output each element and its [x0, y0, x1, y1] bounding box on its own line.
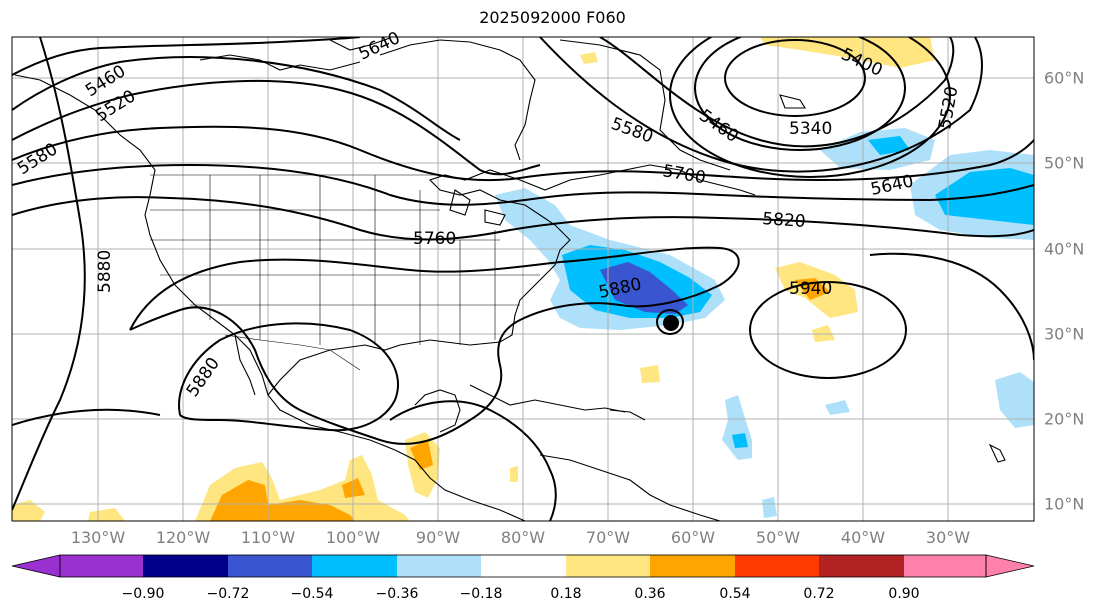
positive-anomaly-area	[640, 365, 660, 383]
negative-anomaly-area	[868, 136, 910, 155]
colorbar-tick-label: −0.72	[206, 586, 250, 602]
longitude-label: 50°W	[755, 528, 801, 547]
positive-anomaly-area	[410, 440, 433, 470]
colorbar-bin	[481, 555, 566, 577]
graticule	[12, 37, 1034, 521]
latitude-label: 20°N	[1044, 409, 1085, 429]
colorbar-bin	[228, 555, 312, 577]
coastlines	[14, 37, 1006, 521]
colorbar-tick-label: −0.54	[290, 586, 334, 602]
latitude-label: 40°N	[1044, 239, 1085, 259]
contour-label: 5700	[661, 161, 707, 188]
contour-label: 5640	[869, 171, 915, 200]
colorbar-tick-label: −0.18	[459, 586, 503, 602]
longitude-label: 70°W	[585, 528, 631, 547]
colorbar-tick-label: 0.54	[719, 586, 751, 602]
map-frame	[11, 36, 1035, 522]
latitude-label: 60°N	[1044, 68, 1085, 88]
colorbar	[11, 554, 1035, 578]
longitude-label: 100°W	[325, 528, 381, 547]
latitude-label: 30°N	[1044, 324, 1085, 344]
storm-center-marker	[663, 315, 679, 331]
map-title: 2025092000 F060	[479, 8, 626, 27]
colorbar-bin	[60, 555, 143, 577]
positive-anomaly-area	[88, 508, 125, 521]
contour-label: 5460	[695, 106, 742, 147]
contour-label: 5940	[789, 279, 832, 299]
contour-label: 5580	[14, 139, 61, 179]
shaded-field-layer	[12, 37, 1034, 521]
colorbar-tick-label: 0.18	[550, 586, 582, 602]
colorbar-bin	[143, 555, 228, 577]
latitude-label: 50°N	[1044, 153, 1085, 173]
negative-anomaly-area	[935, 168, 1034, 225]
colorbar-bin	[566, 555, 650, 577]
colorbar-bin	[397, 555, 481, 577]
longitude-label: 120°W	[155, 528, 211, 547]
longitude-label: 90°W	[415, 528, 461, 547]
colorbar-max-extension	[985, 554, 1035, 578]
colorbar-tick-label: 0.72	[803, 586, 835, 602]
contour-label: 5580	[608, 114, 655, 148]
contour-label: 5880	[183, 354, 224, 401]
latitude-label: 10°N	[1044, 494, 1085, 514]
longitude-label: 110°W	[240, 528, 296, 547]
positive-anomaly-area	[510, 466, 518, 482]
longitude-label: 60°W	[670, 528, 716, 547]
colorbar-bin	[312, 555, 397, 577]
contour-label: 5520	[935, 85, 962, 131]
negative-anomaly-area	[825, 400, 850, 415]
longitude-label: 30°W	[925, 528, 971, 547]
contour-label: 5760	[413, 229, 456, 249]
positive-anomaly-area	[210, 480, 355, 521]
negative-anomaly-area	[732, 433, 748, 448]
colorbar-bin	[819, 555, 904, 577]
negative-anomaly-area	[995, 372, 1034, 428]
colorbar-tick-label: −0.36	[375, 586, 419, 602]
colorbar-tick-label: −0.90	[121, 586, 165, 602]
contour-label: 5880	[95, 250, 115, 293]
negative-anomaly-area	[600, 262, 688, 314]
contour-label: 5340	[789, 119, 832, 139]
colorbar-bin	[904, 555, 986, 577]
longitude-label: 40°W	[840, 528, 886, 547]
colorbar-bin	[650, 555, 735, 577]
height-contours	[12, 37, 1034, 521]
colorbar-tick-label: 0.90	[888, 586, 920, 602]
negative-anomaly-area	[762, 497, 777, 518]
negative-anomaly-area	[722, 395, 752, 460]
contour-label-layer: 5400 5460 5520 5580 5640 5700 5760 5820 …	[14, 28, 962, 401]
colorbar-min-extension	[11, 554, 61, 578]
colorbar-tick-label: 0.36	[634, 586, 666, 602]
positive-anomaly-area	[12, 500, 45, 521]
positive-anomaly-area	[580, 52, 598, 64]
contour-label: 5640	[356, 28, 404, 64]
colorbar-bin	[735, 555, 819, 577]
contour-label: 5820	[762, 209, 807, 232]
longitude-label: 130°W	[70, 528, 126, 547]
longitude-label: 80°W	[500, 528, 546, 547]
